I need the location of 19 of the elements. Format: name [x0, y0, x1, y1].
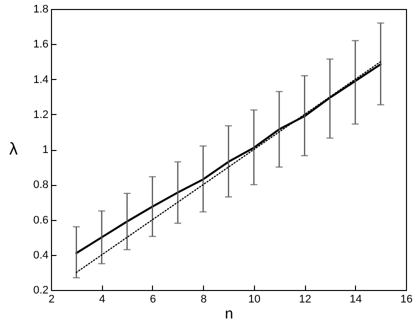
y-tick-label: 1.2 — [33, 108, 48, 121]
y-tick-label: 1.8 — [33, 4, 48, 16]
x-tick-label: 10 — [248, 294, 260, 306]
x-tick-label: 6 — [150, 294, 156, 306]
y-axis-title: λ — [9, 140, 18, 158]
x-tick-label: 8 — [200, 294, 207, 306]
x-tick-label: 12 — [298, 294, 312, 306]
x-tick-label: 4 — [99, 294, 106, 306]
x-tick-label: 14 — [350, 294, 362, 306]
y-tick-label: 0.6 — [33, 214, 48, 226]
y-tick-label: 1 — [42, 144, 48, 156]
y-tick-label: 0.8 — [33, 179, 48, 192]
x-tick-label: 16 — [400, 294, 413, 306]
x-tick-label: 2 — [48, 294, 55, 306]
y-tick-label: 0.2 — [33, 284, 48, 296]
y-tick-label: 0.4 — [33, 249, 48, 262]
y-tick-label: 1.4 — [33, 74, 48, 86]
y-tick-label: 1.6 — [33, 38, 48, 51]
x-axis-title: n — [224, 306, 234, 322]
